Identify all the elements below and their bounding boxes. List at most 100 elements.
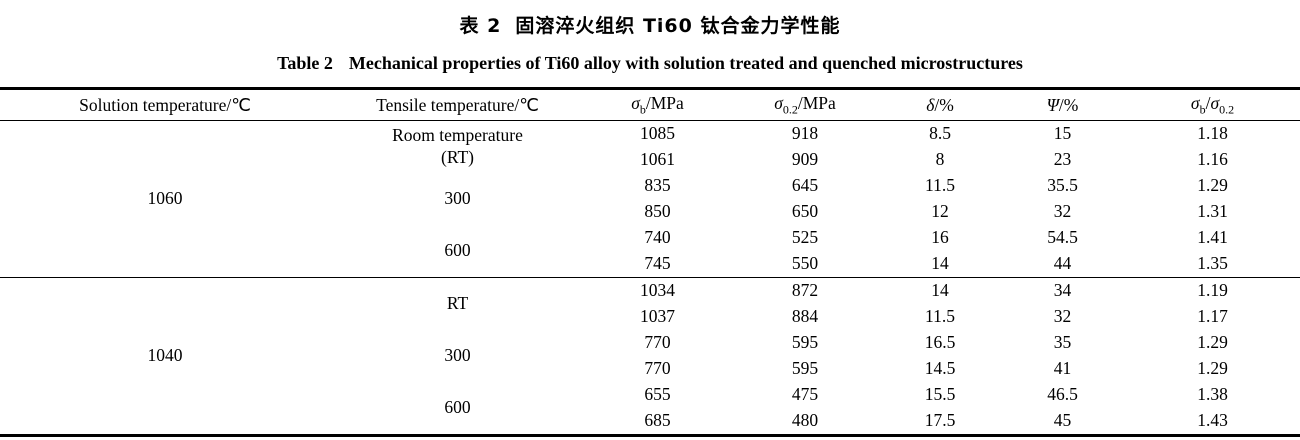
tensile-temp-cell: RT — [446, 293, 469, 314]
table-row: 600 740 525 16 54.5 1.41 — [0, 225, 1300, 260]
tensile-temp-cell: 600 — [444, 240, 471, 261]
table-row: 300 835 645 11.5 35.5 1.29 — [0, 173, 1300, 208]
table-cell: 32 — [1053, 306, 1072, 327]
table-cell: 35 — [1053, 332, 1072, 353]
table-cell: 1.29 — [1197, 175, 1228, 196]
table-row: 1040 RT 1034 872 14 34 1.19 — [0, 278, 1300, 365]
section-1060: 1060 Room temperature (RT) 1085 918 8.5 … — [0, 121, 1300, 278]
table-row: 1037 884 11.5 32 1.17 — [0, 304, 1300, 330]
table-cell: 34 — [1053, 280, 1072, 301]
table-cell: 45 — [1053, 410, 1072, 431]
header-solution-temperature: Solution temperature/℃ — [0, 88, 330, 121]
table-cell: 475 — [791, 384, 819, 405]
table-cell: 11.5 — [925, 175, 955, 196]
tensile-temp-cell: Room temperature (RT) — [330, 121, 585, 174]
table-cell: 850 — [644, 201, 671, 222]
table-title-en: Mechanical properties of Ti60 alloy with… — [348, 53, 1023, 73]
table-cell: 11.5 — [925, 306, 955, 327]
section-1040: 1040 RT 1034 872 14 34 1.19 1037 884 11.… — [0, 278, 1300, 436]
table-cell: 1.31 — [1197, 201, 1228, 222]
table-row: 300 770 595 16.5 35 1.29 — [0, 330, 1300, 365]
table-cell: 1.29 — [1197, 332, 1228, 353]
table-cell: 14.5 — [924, 358, 956, 379]
table-cell: 872 — [791, 280, 819, 301]
table-cell: 685 — [644, 410, 671, 431]
table-cell: 1.17 — [1197, 306, 1228, 327]
table-cell: 54.5 — [1047, 227, 1078, 248]
table-cell: 1.43 — [1197, 410, 1228, 431]
table-cell: 8.5 — [929, 123, 951, 144]
table-cell: 918 — [791, 123, 819, 144]
table-row: 1060 Room temperature (RT) 1085 918 8.5 … — [0, 121, 1300, 208]
table-cell: 909 — [791, 149, 819, 170]
table-cell: 1.35 — [1197, 253, 1228, 274]
table-cell: 35.5 — [1047, 175, 1078, 196]
table-cell: 595 — [791, 332, 819, 353]
table-cell: 1061 — [640, 149, 675, 170]
mechanical-properties-table: Solution temperature/℃ Tensile temperatu… — [0, 87, 1300, 437]
table-cell: 645 — [791, 175, 819, 196]
table-cell: 44 — [1053, 253, 1072, 274]
table-row: 850 650 12 32 1.31 — [0, 199, 1300, 225]
table-header: Solution temperature/℃ Tensile temperatu… — [0, 88, 1300, 121]
table-cell: 835 — [644, 175, 671, 196]
table-title-zh: 固溶淬火组织 Ti60 钛合金力学性能 — [515, 15, 841, 37]
table-cell: 1037 — [640, 306, 675, 327]
table-cell: 12 — [931, 201, 949, 222]
table-row: 600 655 475 15.5 46.5 1.38 — [0, 382, 1300, 417]
header-psi: Ψ/% — [1000, 88, 1125, 121]
table-row: 770 595 14.5 41 1.29 — [0, 356, 1300, 382]
table-cell: 1.29 — [1197, 358, 1228, 379]
tensile-temp-cell: 600 — [444, 397, 471, 418]
table-cell: 550 — [791, 253, 819, 274]
header-sigma-02: σ0.2/MPa — [730, 88, 880, 121]
table-cell: 1.41 — [1197, 227, 1228, 248]
header-sigma-b: σb/MPa — [585, 88, 730, 121]
table-cell: 1.18 — [1197, 123, 1228, 144]
table-cell: 23 — [1053, 149, 1072, 170]
table-cell: 14 — [931, 253, 949, 274]
table-cell: 16 — [931, 227, 949, 248]
table-cell: 15 — [1053, 123, 1072, 144]
solution-temp-cell: 1060 — [147, 188, 183, 209]
header-tensile-temperature: Tensile temperature/℃ — [330, 88, 585, 121]
table-row: 745 550 14 44 1.35 — [0, 251, 1300, 278]
table-cell: 770 — [644, 358, 671, 379]
table-caption-english: Table 2 Mechanical properties of Ti60 all… — [0, 53, 1300, 74]
table-cell: 1.38 — [1197, 384, 1228, 405]
table-cell: 770 — [644, 332, 671, 353]
table-cell: 655 — [644, 384, 671, 405]
table-cell: 16.5 — [924, 332, 956, 353]
table-cell: 14 — [931, 280, 949, 301]
table-cell: 745 — [644, 253, 671, 274]
solution-temp-cell: 1040 — [147, 345, 183, 366]
table-cell: 740 — [644, 227, 671, 248]
table-row: 1061 909 8 23 1.16 — [0, 147, 1300, 173]
table-cell: 17.5 — [924, 410, 956, 431]
table-number-zh: 表 2 — [459, 15, 502, 37]
header-ratio: σb/σ0.2 — [1125, 88, 1300, 121]
tensile-label-line: (RT) — [441, 147, 474, 167]
table-cell: 46.5 — [1047, 384, 1078, 405]
table-cell: 1.19 — [1197, 280, 1228, 301]
table-cell: 1085 — [640, 123, 675, 144]
table-cell: 650 — [791, 201, 819, 222]
table-caption-chinese: 表 2 固溶淬火组织 Ti60 钛合金力学性能 — [0, 0, 1300, 38]
tensile-temp-cell: 300 — [444, 188, 471, 209]
table-cell: 480 — [791, 410, 819, 431]
table-cell: 32 — [1053, 201, 1072, 222]
header-delta: δ/% — [880, 88, 1000, 121]
table-cell: 8 — [935, 149, 945, 170]
tensile-label-line: Room temperature — [392, 125, 523, 146]
table-cell: 1.16 — [1197, 149, 1228, 170]
table-number-en: Table 2 — [277, 53, 333, 73]
header-row: Solution temperature/℃ Tensile temperatu… — [0, 88, 1300, 121]
table-cell: 525 — [791, 227, 819, 248]
table-row: 685 480 17.5 45 1.43 — [0, 408, 1300, 436]
table-cell: 884 — [791, 306, 819, 327]
table-cell: 15.5 — [924, 384, 956, 405]
table-cell: 1034 — [640, 280, 675, 301]
table-cell: 41 — [1053, 358, 1072, 379]
table-cell: 595 — [791, 358, 819, 379]
